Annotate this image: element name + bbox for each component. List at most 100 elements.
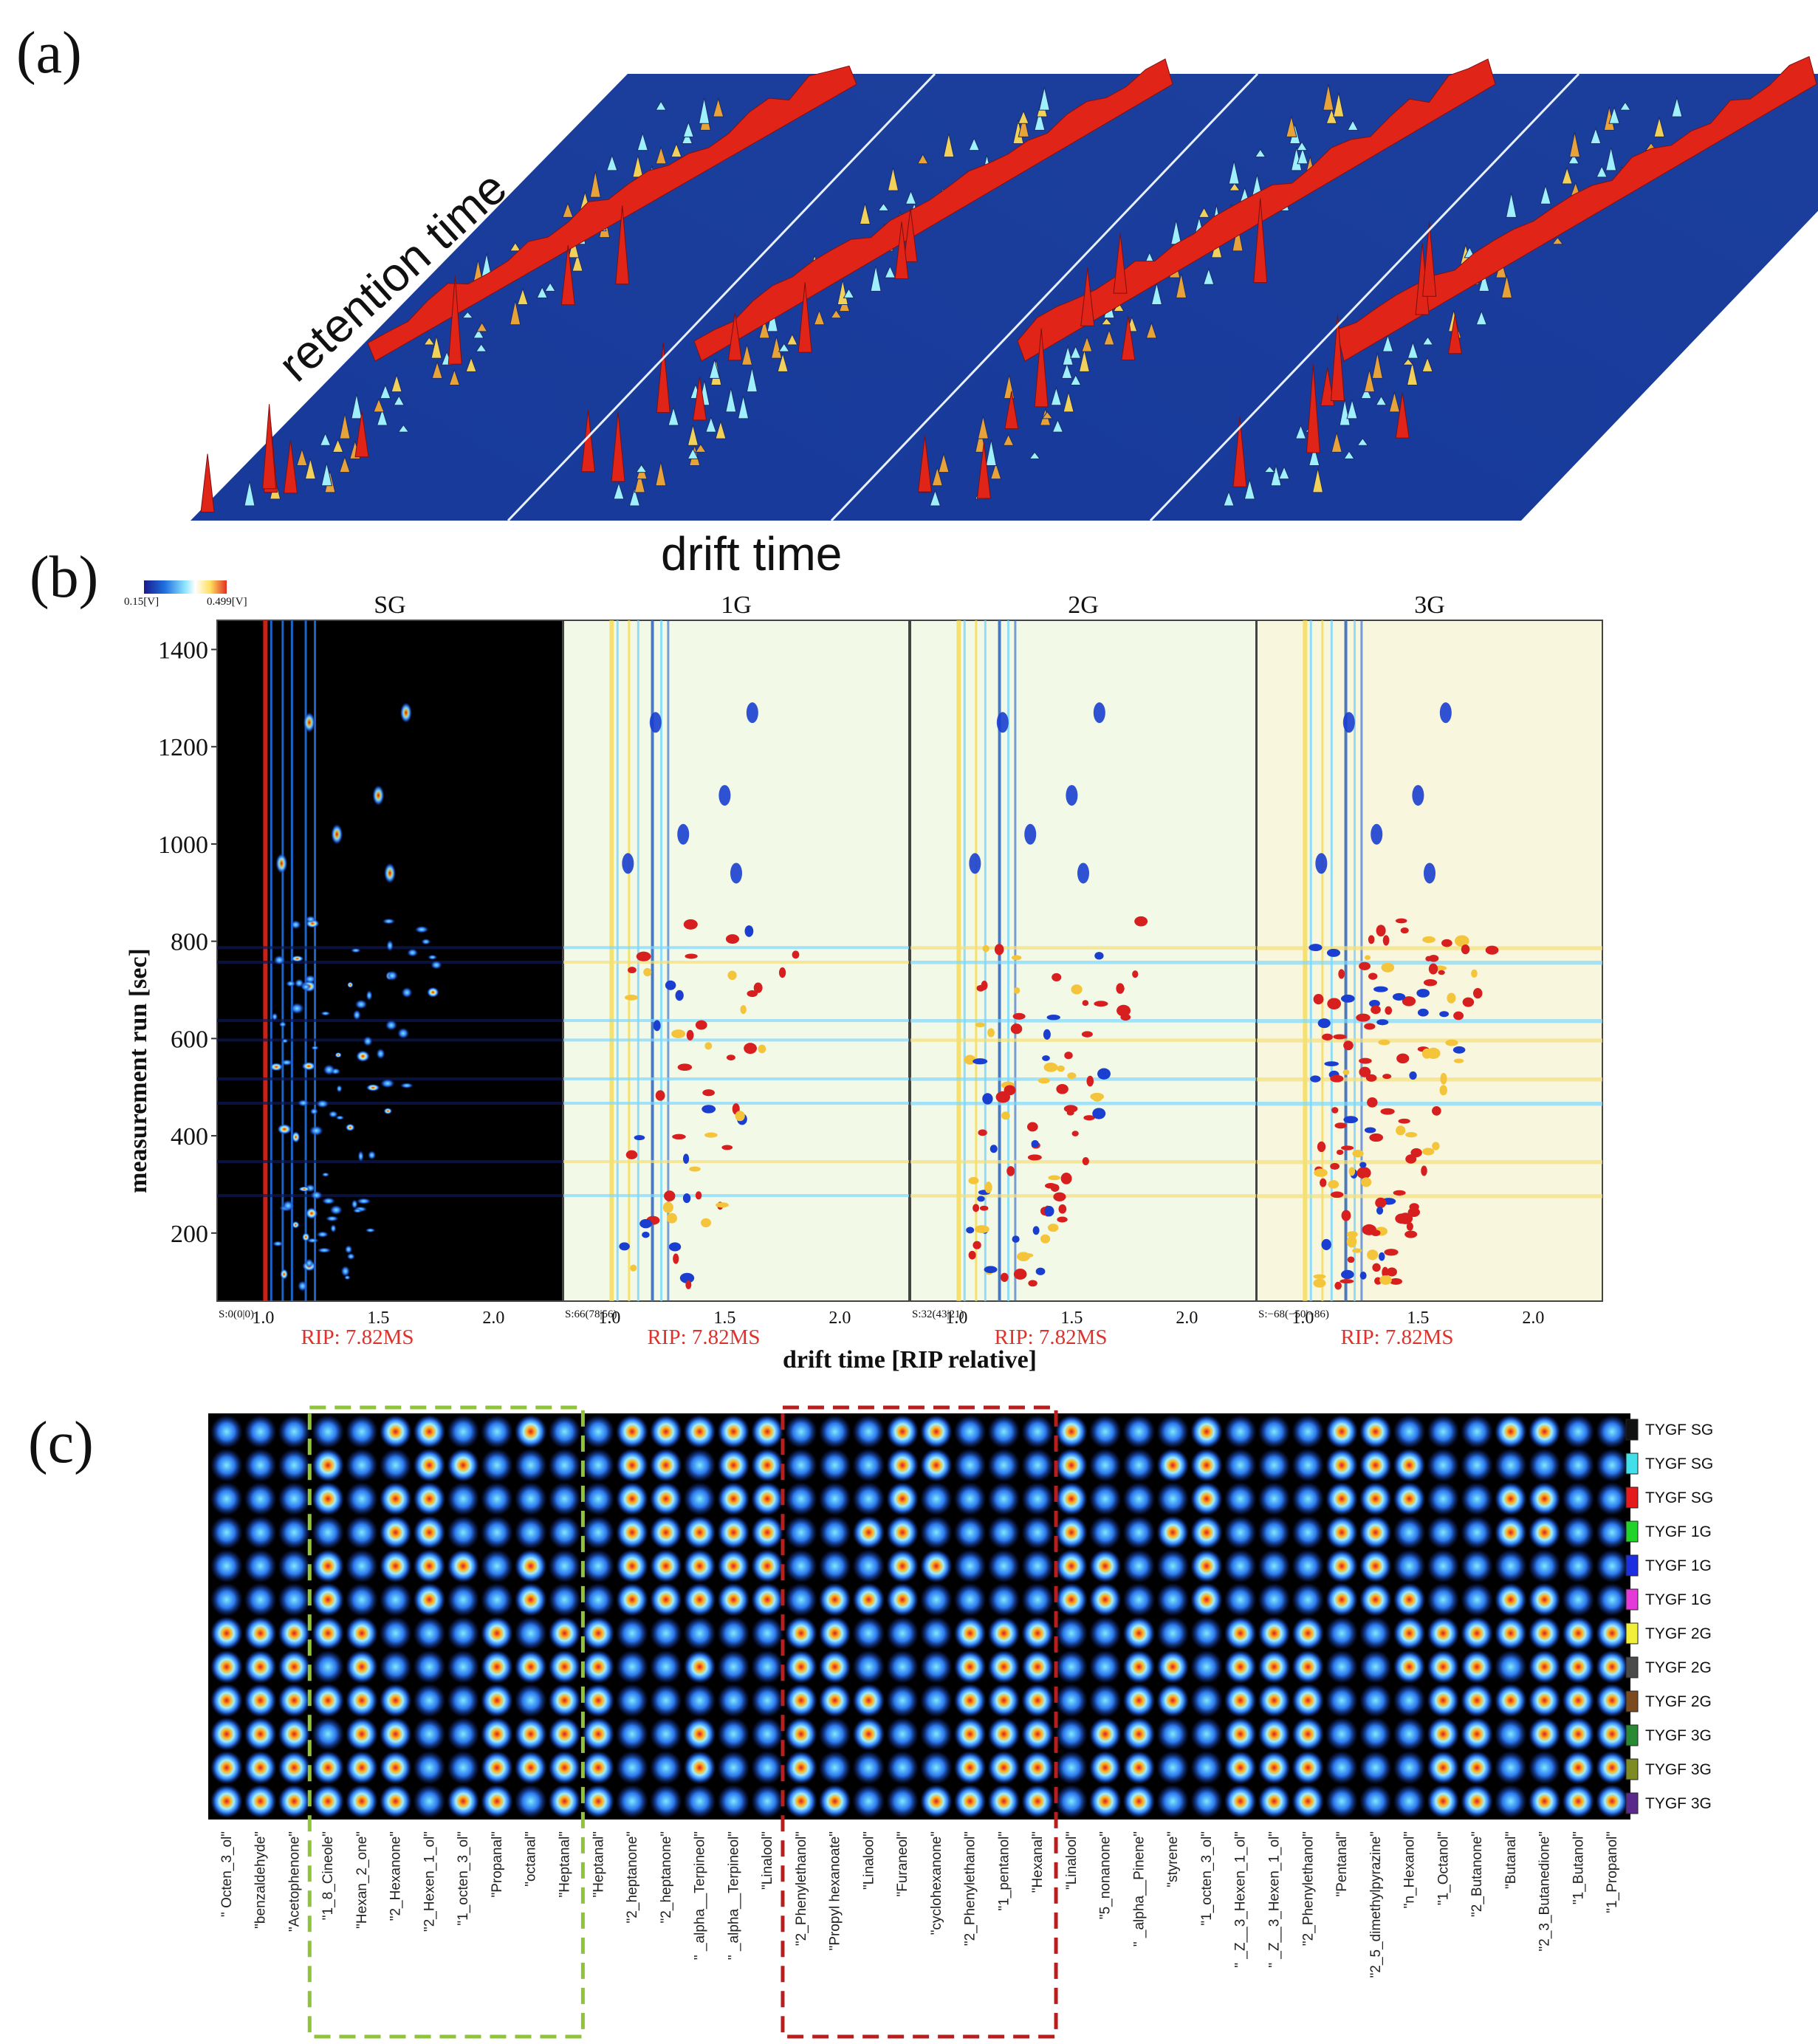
gallery-cell — [784, 1448, 817, 1482]
signal-spot — [730, 862, 742, 884]
gallery-cell — [1224, 1784, 1257, 1818]
gallery-cell — [1427, 1717, 1460, 1751]
signal-spot — [297, 1099, 309, 1107]
gallery-cell — [447, 1717, 480, 1751]
legend-swatch — [1625, 1622, 1639, 1645]
signal-spot — [622, 853, 634, 874]
legend-label: TYGF 1G — [1645, 1523, 1712, 1540]
signal-spot — [427, 987, 439, 998]
gallery-cell — [1021, 1784, 1054, 1818]
gallery-cell — [582, 1751, 615, 1785]
signal-spot — [978, 1129, 987, 1136]
compound-label: " Octen_3_ol" — [219, 1831, 235, 1917]
signal-spot — [1432, 1142, 1440, 1150]
legend-swatch — [1625, 1554, 1639, 1577]
gallery-cell — [717, 1684, 750, 1718]
signal-spot — [1364, 1127, 1376, 1134]
gallery-cell — [919, 1616, 953, 1650]
signal-spot — [1132, 970, 1139, 978]
signal-spot — [718, 785, 731, 806]
signal-spot — [625, 1150, 638, 1159]
slab-floor — [517, 74, 1306, 521]
plot-2G: 2G 1.0 1.5 2.0 S:32(43|21) RIP: 7.82MS — [910, 591, 1257, 1349]
plot-title: 2G — [1068, 591, 1099, 619]
gallery-cell — [1393, 1616, 1426, 1650]
gallery-cell — [1427, 1515, 1460, 1549]
signal-spot — [975, 1225, 989, 1233]
gallery-cell — [548, 1448, 581, 1482]
gallery-cell — [616, 1616, 648, 1650]
ridge-peak — [916, 153, 929, 165]
gallery-cell — [582, 1616, 615, 1650]
signal-spot — [721, 1145, 733, 1150]
gallery-cell — [1054, 1650, 1088, 1684]
signal-spot — [1058, 1204, 1067, 1214]
gallery-cell — [481, 1549, 513, 1583]
streak — [1257, 1160, 1602, 1165]
gallery-cell — [616, 1650, 648, 1684]
ridge-peak — [777, 351, 789, 372]
gallery-cell — [1021, 1515, 1054, 1549]
gallery-cell — [514, 1482, 547, 1516]
gallery-cell — [1292, 1650, 1325, 1684]
gallery-cell — [1427, 1415, 1460, 1449]
signal-spot — [1439, 1085, 1447, 1096]
gallery-cell — [953, 1549, 987, 1583]
gallery-cell — [1190, 1582, 1223, 1616]
gallery-cell — [514, 1717, 547, 1751]
ridge-peak — [1069, 345, 1082, 359]
x-tick-label: 2.0 — [829, 1309, 851, 1328]
signal-spot — [1382, 1266, 1389, 1278]
ridge-peak — [1331, 432, 1342, 453]
ridge-peak — [938, 452, 950, 473]
gallery-cell — [886, 1448, 919, 1482]
gallery-cell — [1088, 1582, 1122, 1616]
gallery-cell — [582, 1650, 615, 1684]
signal-spot — [1334, 1122, 1347, 1129]
signal-spot — [272, 1241, 284, 1247]
signal-spot — [386, 970, 398, 981]
gallery-cell — [1461, 1582, 1494, 1616]
gallery-cell — [818, 1582, 851, 1616]
compound-label: "styrene" — [1165, 1831, 1181, 1887]
ridge-peak — [1228, 182, 1241, 191]
gallery-cell — [447, 1482, 480, 1516]
ridge-peak — [1228, 160, 1240, 185]
spectrum-slab-4 — [1149, 55, 1818, 522]
signal-spot — [1042, 1055, 1050, 1061]
streak — [1257, 1101, 1602, 1106]
compound-label: "Heptanal" — [558, 1831, 573, 1898]
signal-spot — [366, 1083, 380, 1091]
gallery-cell — [818, 1650, 851, 1684]
gallery-cell — [1461, 1650, 1494, 1684]
gallery-cell — [886, 1482, 919, 1516]
signal-spot — [1385, 1006, 1393, 1015]
streak — [563, 1077, 909, 1081]
gallery-cell — [514, 1549, 547, 1583]
streak — [910, 1077, 1256, 1081]
signal-spot — [367, 1150, 377, 1160]
gallery-cell — [1528, 1717, 1561, 1751]
gallery-cell — [1088, 1448, 1122, 1482]
gallery-cell — [447, 1448, 480, 1482]
signal-spot — [964, 1054, 976, 1065]
gallery-cell — [1156, 1751, 1190, 1785]
gallery-cell — [717, 1415, 750, 1449]
signal-spot — [1379, 1275, 1392, 1285]
gallery-cell — [852, 1549, 885, 1583]
panel-c-letter: (c) — [28, 1410, 94, 1475]
gallery-cell — [1596, 1784, 1629, 1818]
ridge-peak — [296, 447, 308, 466]
gallery-cell — [379, 1650, 412, 1684]
gallery-cell — [953, 1515, 987, 1549]
gallery-cell — [852, 1616, 885, 1650]
gallery-cell — [1562, 1549, 1595, 1583]
signal-spot — [1330, 1191, 1344, 1198]
streak — [217, 1038, 563, 1042]
signal-spot — [1382, 1074, 1392, 1080]
gallery-cell — [649, 1616, 682, 1650]
ridge-peak — [339, 413, 351, 439]
signal-spot — [1330, 1162, 1340, 1170]
gallery-cell — [1054, 1751, 1088, 1785]
gallery-cell — [210, 1448, 243, 1482]
